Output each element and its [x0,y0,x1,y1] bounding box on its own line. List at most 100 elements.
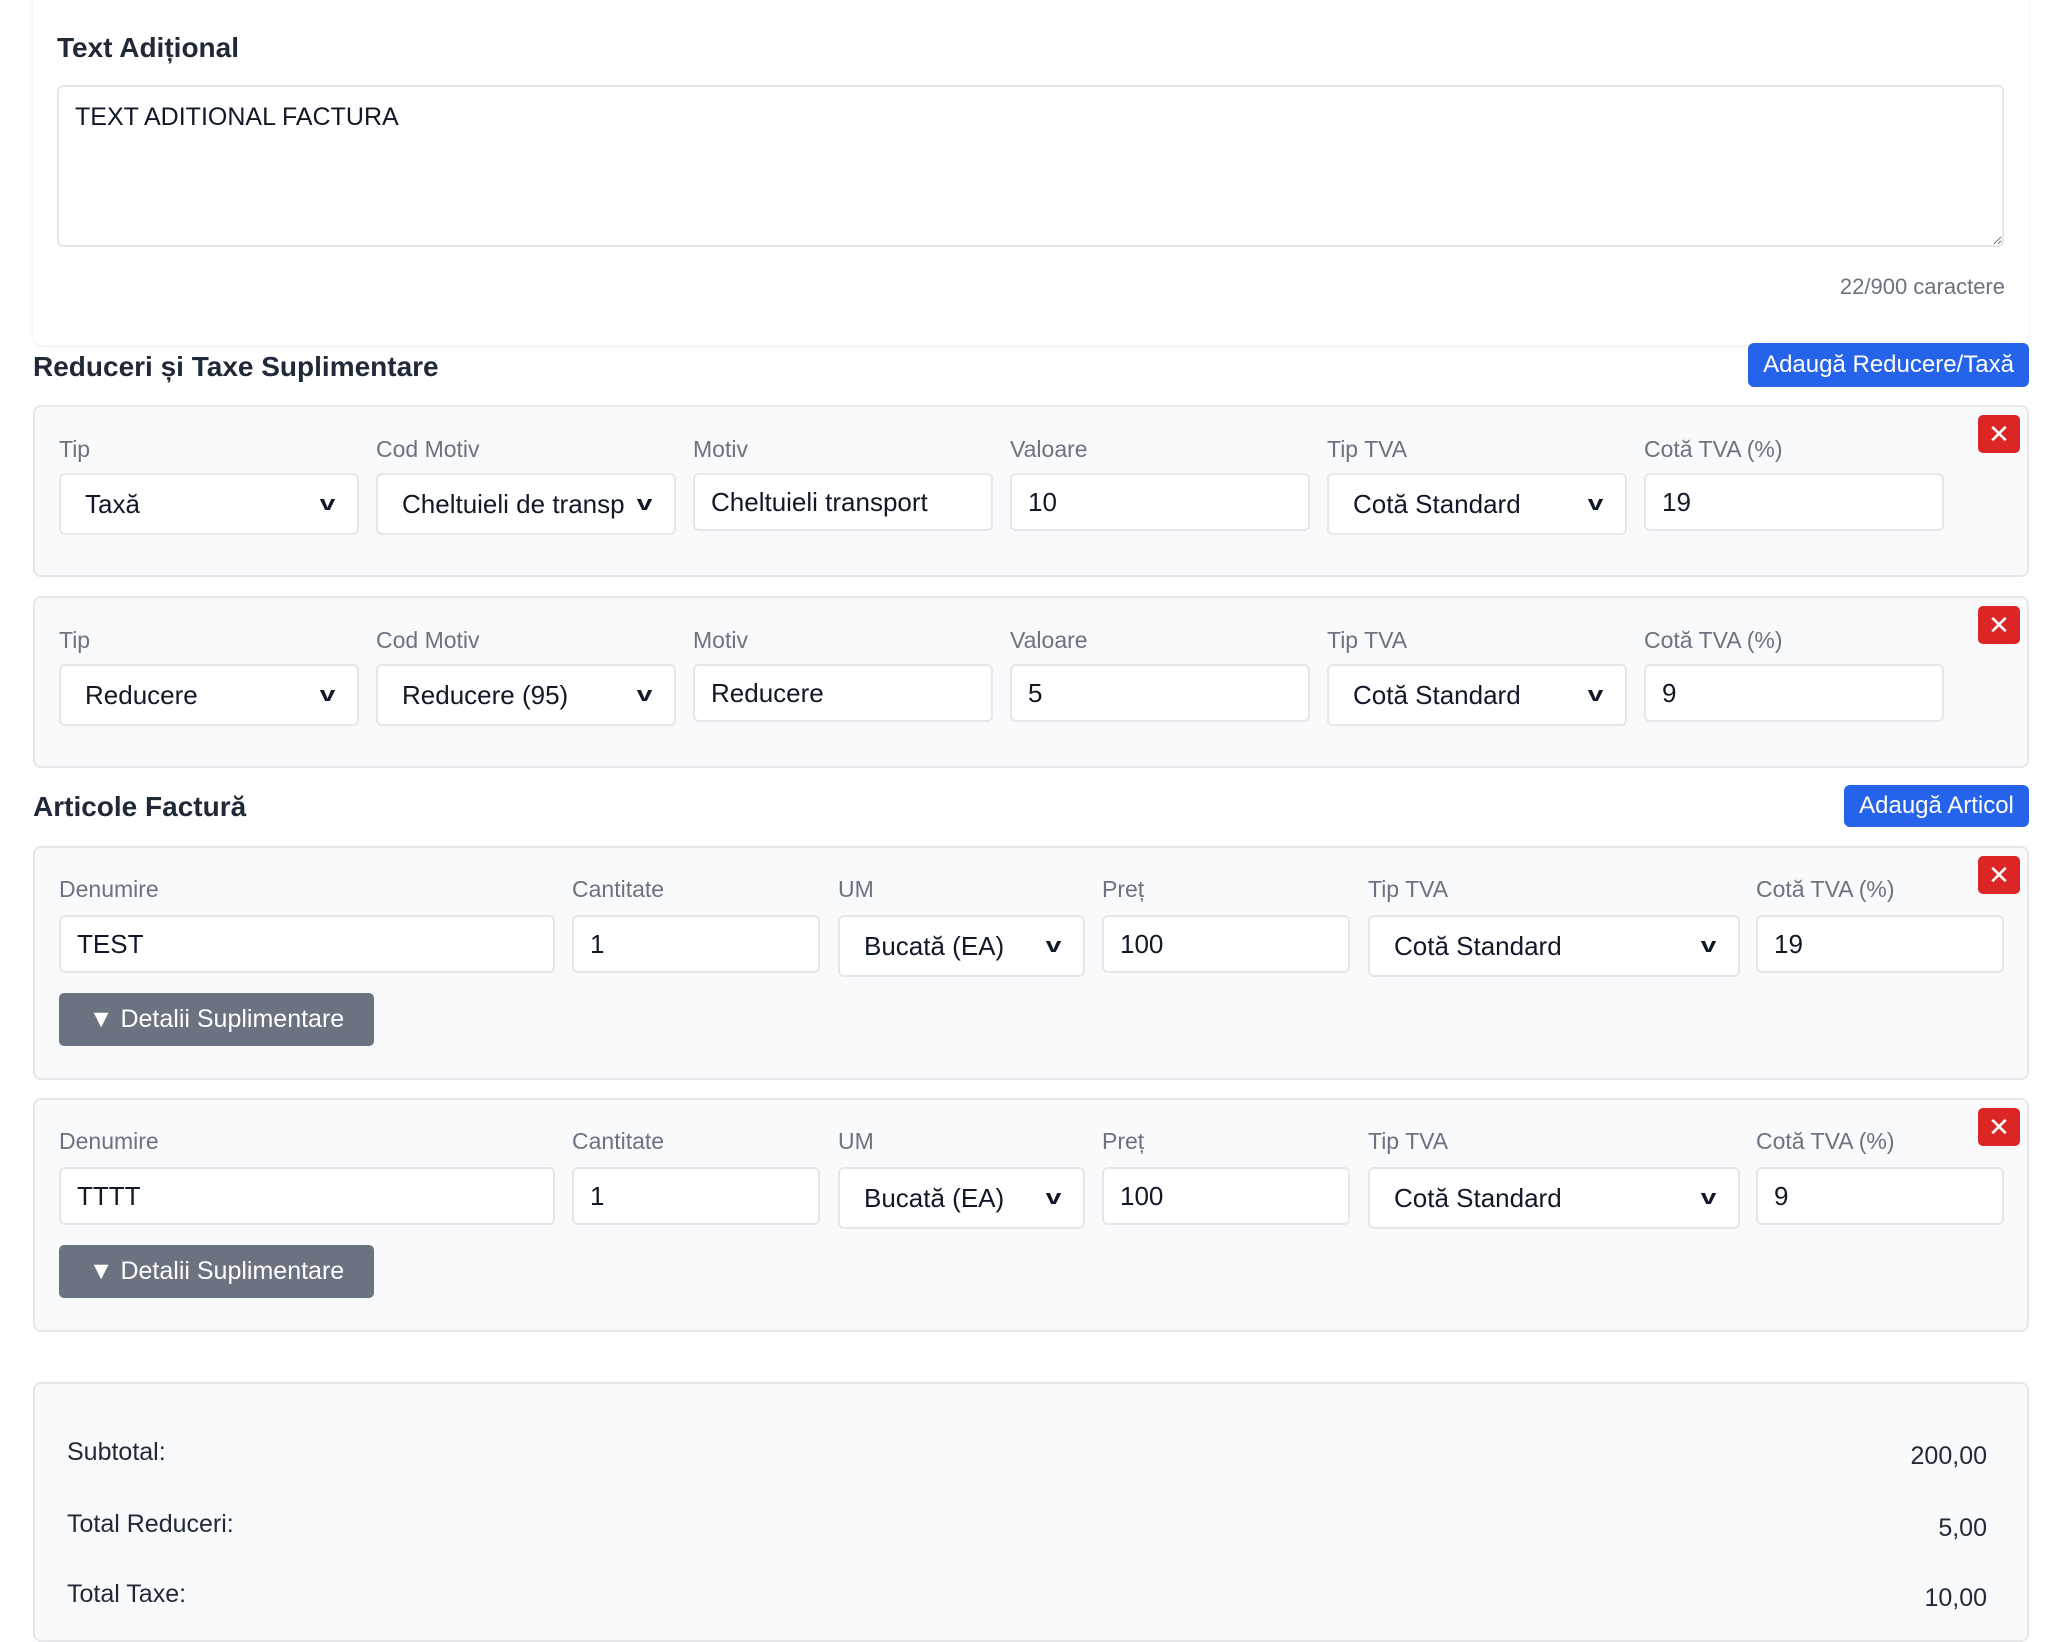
select-um[interactable]: Bucată (EA) v [838,915,1085,977]
chevron-down-icon: v [1587,492,1604,515]
label-tip: Tip [59,436,91,462]
input-cantitate[interactable]: 1 [572,915,820,973]
label-tip_tva: Tip TVA [1327,436,1408,462]
label-um: UM [838,876,874,902]
select-um-value: Bucată (EA) [864,1182,1005,1213]
allowance-row: Tip Reducere v Cod Motiv Reducere (95) v Motiv… [33,596,2029,768]
label-cota: Cotă TVA (%) [1644,627,1783,653]
delete-row-button[interactable]: ✕ [1978,1108,2020,1146]
input-valoare[interactable]: 5 [1010,664,1310,722]
chevron-down-icon: v [1045,934,1062,957]
label-tip: Tip [59,627,91,653]
input-pret-value: 100 [1120,1180,1164,1211]
chevron-down-icon: v [636,492,653,515]
select-um[interactable]: Bucată (EA) v [838,1167,1085,1229]
chevron-down-icon: v [319,492,336,515]
select-tip_tva[interactable]: Cotă Standard v [1368,1167,1740,1229]
input-valoare[interactable]: 10 [1010,473,1310,531]
chevron-down-icon: v [636,683,653,706]
totals-card: Subtotal: 200,00 Total Reduceri: 5,00 To… [33,1382,2029,1642]
select-tip_tva[interactable]: Cotă Standard v [1327,664,1627,726]
select-tip-value: Reducere [85,679,198,710]
subtotal-label: Subtotal: [67,1438,166,1466]
delete-row-button[interactable]: ✕ [1978,415,2020,453]
total-taxe-label: Total Taxe: [67,1580,187,1608]
details-toggle-button[interactable]: ▼ Detalii Suplimentare [59,1245,374,1298]
select-tip_tva-value: Cotă Standard [1394,930,1562,961]
label-cota: Cotă TVA (%) [1644,436,1783,462]
delete-row-button[interactable]: ✕ [1978,856,2020,894]
input-motiv-value: Reducere [711,677,824,708]
input-motiv-value: Cheltuieli transport [711,486,928,517]
subtotal-value: 200,00 [1910,1442,1987,1470]
label-cota: Cotă TVA (%) [1756,876,1895,902]
chevron-down-icon: v [1045,1186,1062,1209]
input-motiv[interactable]: Cheltuieli transport [693,473,993,531]
label-denumire: Denumire [59,876,159,902]
select-tip_tva[interactable]: Cotă Standard v [1327,473,1627,535]
label-pret: Preț [1102,1128,1145,1154]
character-counter: 22/900 caractere [1839,274,2005,299]
select-cod-value: Reducere (95) [402,679,569,710]
details-toggle-button[interactable]: ▼ Detalii Suplimentare [59,993,374,1046]
add-item-button[interactable]: Adaugă Articol [1844,785,2029,827]
label-motiv: Motiv [693,627,748,653]
select-cod-value: Cheltuieli de transp [402,488,625,519]
select-tip_tva-value: Cotă Standard [1353,488,1521,519]
label-tip_tva: Tip TVA [1368,876,1449,902]
label-cantitate: Cantitate [572,876,665,902]
label-motiv: Motiv [693,436,748,462]
select-tip_tva-value: Cotă Standard [1394,1182,1562,1213]
input-pret-value: 100 [1120,928,1164,959]
label-pret: Preț [1102,876,1145,902]
item-row: Denumire TEST Cantitate 1 UM Bucată (EA) v Preț… [33,846,2029,1080]
select-cod[interactable]: Cheltuieli de transp v [376,473,676,535]
add-allowance-button[interactable]: Adaugă Reducere/Taxă [1748,343,2029,387]
input-cantitate-value: 1 [590,928,605,959]
input-denumire-value: TTTT [77,1180,141,1211]
input-cota[interactable]: 9 [1756,1167,2004,1225]
label-cantitate: Cantitate [572,1128,665,1154]
select-um-value: Bucată (EA) [864,930,1005,961]
input-denumire[interactable]: TEST [59,915,555,973]
select-cod[interactable]: Reducere (95) v [376,664,676,726]
input-pret[interactable]: 100 [1102,915,1350,973]
label-denumire: Denumire [59,1128,159,1154]
select-tip-value: Taxă [85,488,140,519]
label-cod: Cod Motiv [376,627,480,653]
input-pret[interactable]: 100 [1102,1167,1350,1225]
input-cota[interactable]: 9 [1644,664,1944,722]
input-cota-value: 9 [1774,1180,1789,1211]
label-valoare: Valoare [1010,436,1088,462]
label-tip_tva: Tip TVA [1327,627,1408,653]
total-taxe-value: 10,00 [1924,1584,1987,1612]
label-tip_tva: Tip TVA [1368,1128,1449,1154]
input-motiv[interactable]: Reducere [693,664,993,722]
input-denumire[interactable]: TTTT [59,1167,555,1225]
input-cota-value: 19 [1662,486,1691,517]
label-cota: Cotă TVA (%) [1756,1128,1895,1154]
select-tip_tva[interactable]: Cotă Standard v [1368,915,1740,977]
chevron-down-icon: v [1700,934,1717,957]
input-cota[interactable]: 19 [1756,915,2004,973]
select-tip_tva-value: Cotă Standard [1353,679,1521,710]
select-tip[interactable]: Reducere v [59,664,359,726]
input-valoare-value: 5 [1028,677,1043,708]
chevron-down-icon: v [319,683,336,706]
input-denumire-value: TEST [77,928,144,959]
additional-text-title: Text Adițional [57,32,239,63]
additional-text-textarea[interactable]: TEXT ADITIONAL FACTURA [57,85,2004,247]
input-valoare-value: 10 [1028,486,1057,517]
total-reduceri-label: Total Reduceri: [67,1510,234,1538]
input-cantitate[interactable]: 1 [572,1167,820,1225]
input-cota-value: 19 [1774,928,1803,959]
input-cota[interactable]: 19 [1644,473,1944,531]
allowances-title: Reduceri și Taxe Suplimentare [33,351,439,382]
item-row: Denumire TTTT Cantitate 1 UM Bucată (EA) v Preț… [33,1098,2029,1332]
allowance-row: Tip Taxă v Cod Motiv Cheltuieli de transp v Mo… [33,405,2029,577]
chevron-down-icon: v [1700,1186,1717,1209]
select-tip[interactable]: Taxă v [59,473,359,535]
items-title: Articole Factură [33,791,247,822]
delete-row-button[interactable]: ✕ [1978,606,2020,644]
chevron-down-icon: v [1587,683,1604,706]
